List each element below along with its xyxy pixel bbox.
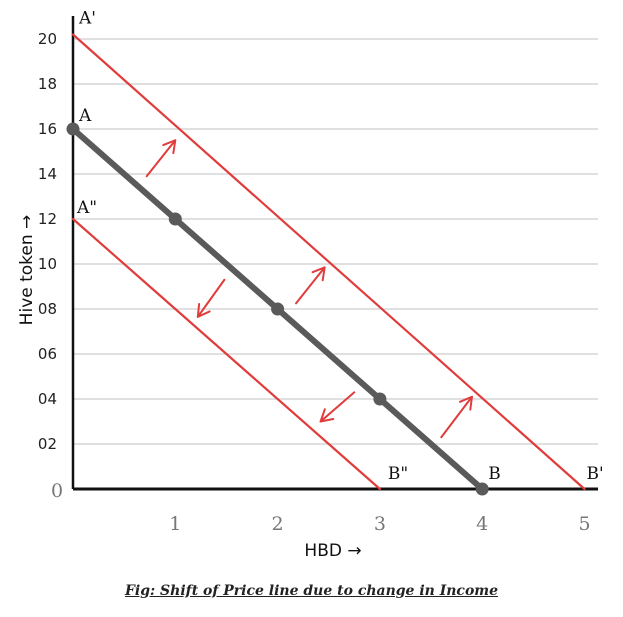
origin-label: 0 bbox=[51, 480, 63, 502]
inward-shift-arrow bbox=[319, 391, 356, 423]
outward-shift-arrow bbox=[440, 395, 473, 439]
x-tick-label: 2 bbox=[272, 513, 284, 535]
y-tick-label: 06 bbox=[38, 345, 57, 363]
line-end-label: A' bbox=[78, 9, 96, 29]
arrow-head bbox=[162, 139, 177, 155]
grid-lines bbox=[73, 38, 598, 445]
y-tick-label: 16 bbox=[38, 120, 57, 138]
outward-shift-arrow bbox=[145, 139, 177, 178]
point-labels: A B A' B' A" B" bbox=[76, 9, 604, 485]
data-point bbox=[271, 302, 285, 316]
y-axis-label: Hive token → bbox=[17, 215, 37, 326]
y-tick-label: 18 bbox=[38, 75, 57, 93]
line-end-label: B' bbox=[587, 464, 604, 484]
y-tick-label: 14 bbox=[38, 165, 57, 183]
arrow-head bbox=[311, 266, 326, 282]
y-tick-label: 04 bbox=[38, 390, 57, 408]
inward-shift-arrow bbox=[196, 278, 226, 318]
line-end-label: A bbox=[78, 106, 92, 126]
data-point bbox=[66, 122, 80, 136]
y-tick-label: 12 bbox=[38, 210, 57, 228]
y-tick-labels: 02 04 06 08 10 12 14 16 18 20 bbox=[38, 30, 57, 453]
x-tick-label: 3 bbox=[374, 513, 386, 535]
x-tick-labels: 1 2 3 4 5 bbox=[169, 513, 590, 535]
arrow-head bbox=[459, 395, 473, 411]
series-line bbox=[71, 217, 381, 491]
line-end-label: A" bbox=[76, 198, 97, 218]
axes bbox=[71, 16, 598, 491]
arrow-shaft bbox=[196, 278, 226, 318]
y-tick-label: 02 bbox=[38, 435, 57, 453]
outward-shift-arrow bbox=[295, 266, 326, 305]
arrow-shaft bbox=[440, 395, 473, 439]
data-point bbox=[475, 482, 489, 496]
series-lines bbox=[66, 33, 586, 496]
series-line bbox=[71, 33, 586, 491]
line-end-label: B" bbox=[388, 464, 408, 484]
y-tick-label: 08 bbox=[38, 300, 57, 318]
arrow-head bbox=[319, 408, 335, 423]
arrow-shaft bbox=[319, 391, 356, 423]
data-point bbox=[373, 392, 387, 406]
arrow-head bbox=[196, 302, 211, 318]
arrow-shaft bbox=[295, 266, 326, 305]
y-tick-label: 20 bbox=[38, 30, 57, 48]
figure-caption: Fig: Shift of Price line due to change i… bbox=[124, 583, 499, 599]
data-point bbox=[168, 212, 182, 226]
shift-arrows bbox=[145, 139, 473, 439]
y-tick-label: 10 bbox=[38, 255, 57, 273]
line-end-label: B bbox=[488, 464, 501, 484]
x-tick-label: 5 bbox=[578, 513, 590, 535]
arrow-shaft bbox=[145, 139, 177, 178]
x-axis-label: HBD → bbox=[304, 541, 361, 561]
x-tick-label: 4 bbox=[476, 513, 488, 535]
x-tick-label: 1 bbox=[169, 513, 181, 535]
